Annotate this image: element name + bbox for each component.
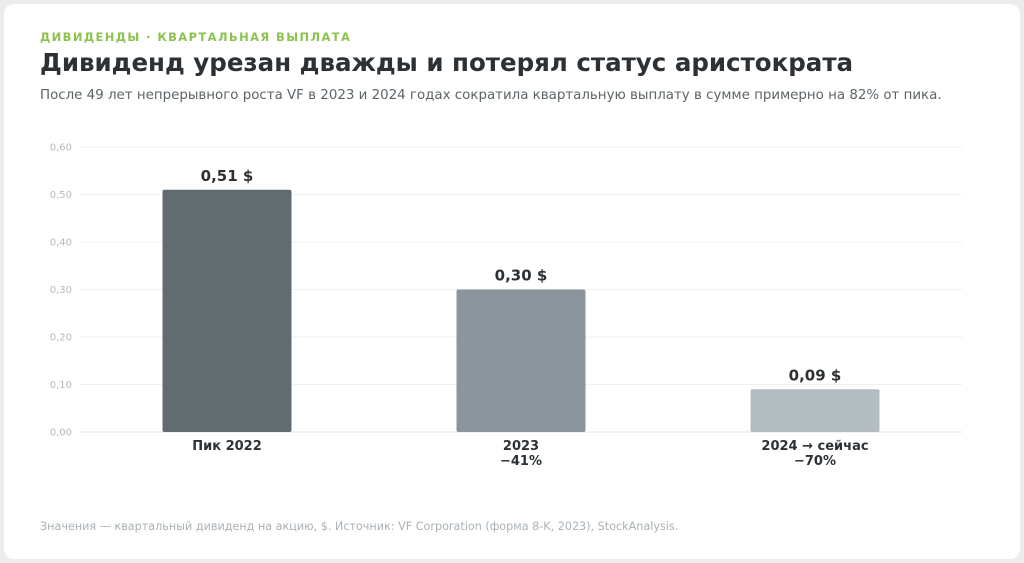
bar-value-label: 0,09 $ bbox=[789, 366, 842, 384]
x-category-label: 2023 bbox=[503, 439, 539, 454]
y-tick-label: 0,10 bbox=[50, 380, 72, 391]
chart-title: Дивиденд урезан дважды и потерял статус … bbox=[40, 48, 854, 77]
y-tick-label: 0,40 bbox=[50, 238, 72, 249]
bar bbox=[162, 189, 292, 432]
bar-value-label: 0,30 $ bbox=[495, 267, 548, 285]
bar bbox=[750, 389, 880, 432]
x-category-change-label: −41% bbox=[500, 454, 542, 469]
x-category-label: Пик 2022 bbox=[192, 439, 262, 454]
chart-subtitle: После 49 лет непрерывного роста VF в 202… bbox=[40, 88, 942, 103]
y-tick-label: 0,60 bbox=[50, 143, 72, 154]
y-tick-label: 0,50 bbox=[50, 190, 72, 201]
chart-kicker: ДИВИДЕНДЫ · КВАРТАЛЬНАЯ ВЫПЛАТА bbox=[40, 30, 352, 44]
y-tick-label: 0,00 bbox=[50, 428, 72, 439]
chart-footnote: Значения — квартальный дивиденд на акцию… bbox=[40, 520, 679, 533]
x-category-label: 2024 → сейчас bbox=[761, 439, 868, 454]
x-category-change-label: −70% bbox=[794, 454, 836, 469]
bar bbox=[456, 289, 586, 432]
bar-value-label: 0,51 $ bbox=[201, 167, 254, 185]
y-tick-label: 0,20 bbox=[50, 333, 72, 344]
y-tick-label: 0,30 bbox=[50, 285, 72, 296]
